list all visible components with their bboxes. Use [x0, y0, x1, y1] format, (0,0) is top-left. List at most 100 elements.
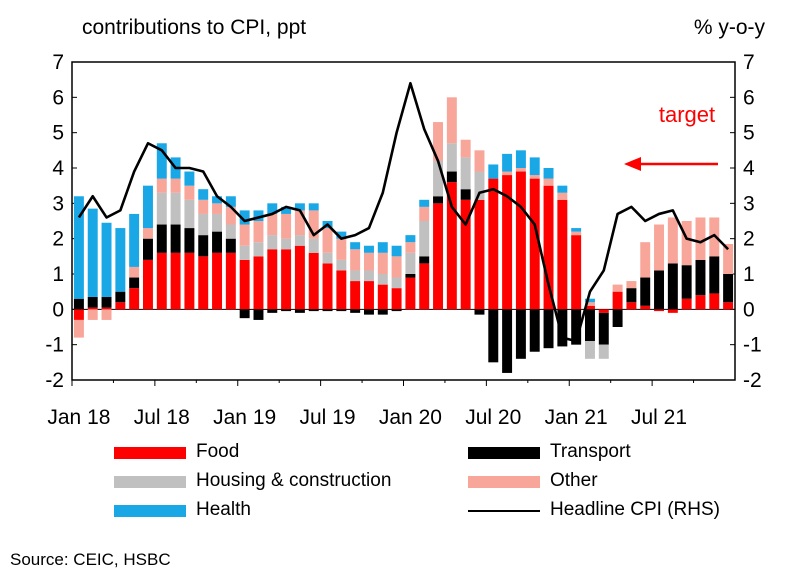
bar-food-2021-09 [681, 298, 692, 310]
bar-other-2019-09 [350, 249, 361, 271]
bar-food-2018-08 [170, 252, 181, 310]
bar-transport-2019-09 [350, 309, 361, 313]
right-y-tick-label: 2 [743, 228, 755, 251]
bar-food-2019-10 [364, 281, 374, 310]
bar-health-2020-08 [502, 153, 513, 172]
bar-health-2020-10 [529, 157, 540, 176]
legend-swatch-headline-cpi [468, 510, 540, 512]
bar-housing-construction-2019-01 [239, 245, 250, 260]
x-tick-label: Jul 18 [134, 406, 190, 429]
bar-other-2021-04 [612, 284, 623, 292]
bar-other-2019-11 [377, 252, 388, 274]
bar-health-2019-04 [281, 206, 292, 214]
bar-housing-construction-2020-01 [405, 252, 416, 274]
legend-swatch-housing [114, 476, 186, 488]
bar-other-2018-12 [225, 206, 236, 225]
bar-food-2019-05 [294, 245, 305, 310]
bar-transport-2021-03 [598, 312, 609, 345]
bar-transport-2020-05 [460, 189, 471, 200]
bar-other-2018-06 [143, 228, 153, 239]
bar-other-2019-06 [308, 210, 319, 239]
bar-other-2021-08 [667, 217, 678, 264]
bar-food-2021-11 [709, 293, 720, 310]
bar-housing-construction-2019-09 [350, 270, 361, 282]
bar-transport-2019-07 [322, 309, 333, 312]
bar-housing-construction-2018-08 [170, 192, 181, 225]
bar-transport-2020-06 [474, 309, 485, 315]
bar-food-2020-08 [502, 175, 513, 310]
bar-other-2018-01 [73, 319, 84, 338]
bar-health-2018-03 [101, 222, 112, 297]
bar-food-2020-07 [488, 178, 499, 310]
bar-other-2019-04 [281, 213, 292, 239]
bar-transport-2018-11 [212, 231, 223, 253]
bar-health-2018-11 [212, 196, 223, 204]
bar-other-2019-12 [391, 256, 402, 278]
bar-housing-construction-2019-04 [281, 238, 292, 250]
bar-health-2019-09 [350, 242, 361, 250]
right-y-tick-label: 7 [743, 51, 755, 74]
bar-other-2021-05 [626, 281, 637, 289]
bar-food-2018-03 [101, 307, 112, 310]
left-y-tick-label: 5 [52, 122, 64, 145]
bar-transport-2021-04 [612, 309, 623, 327]
legend-label-health: Health [196, 499, 251, 520]
x-tick-label: Jan 18 [47, 406, 110, 429]
bar-transport-2018-05 [129, 277, 140, 289]
bar-transport-2020-08 [502, 309, 513, 373]
bar-transport-2018-06 [143, 238, 153, 260]
bar-transport-2021-07 [654, 270, 665, 310]
x-tick-label: Jan 19 [213, 406, 276, 429]
bar-food-2020-10 [529, 178, 540, 310]
left-axis-title: contributions to CPI, ppt [82, 16, 306, 39]
bar-health-2020-02 [419, 199, 430, 207]
left-y-tick-label: 1 [52, 263, 64, 286]
left-y-tick-label: -1 [45, 334, 64, 357]
bar-food-2019-08 [336, 270, 347, 310]
bar-other-2020-02 [419, 206, 430, 221]
bar-health-2018-12 [225, 196, 236, 207]
bar-other-2021-06 [640, 242, 651, 278]
bar-health-2020-12 [557, 185, 568, 193]
x-tick-label: Jul 19 [300, 406, 356, 429]
legend-label-housing: Housing & construction [196, 470, 392, 491]
bar-food-2021-01 [571, 235, 582, 310]
bar-housing-construction-2021-03 [598, 344, 609, 359]
bar-health-2018-06 [143, 185, 153, 229]
bar-food-2021-03 [598, 309, 609, 313]
bar-housing-construction-2020-05 [460, 157, 471, 190]
bar-transport-2020-10 [529, 309, 540, 352]
bar-transport-2018-12 [225, 238, 236, 253]
bar-transport-2019-06 [308, 309, 319, 312]
bar-health-2019-10 [364, 245, 374, 253]
bar-housing-construction-2018-11 [212, 213, 223, 232]
bar-health-2019-06 [308, 203, 319, 211]
bar-health-2018-02 [87, 208, 98, 297]
bar-transport-2020-07 [488, 309, 499, 363]
bar-health-2018-04 [115, 228, 126, 292]
bar-transport-2018-03 [101, 296, 112, 308]
bar-food-2018-11 [212, 252, 223, 310]
bar-food-2018-02 [87, 307, 98, 310]
bar-food-2018-10 [198, 256, 209, 310]
bar-food-2019-09 [350, 281, 361, 310]
bar-other-2021-09 [681, 221, 692, 266]
bar-transport-2019-10 [364, 309, 374, 315]
bar-housing-construction-2018-09 [184, 199, 195, 229]
bar-other-2018-05 [129, 266, 140, 278]
bar-housing-construction-2020-04 [446, 143, 457, 172]
bar-housing-construction-2021-02 [585, 341, 595, 359]
bar-health-2018-01 [73, 196, 84, 299]
bar-transport-2018-01 [73, 298, 84, 310]
left-y-tick-label: -2 [45, 369, 64, 392]
left-y-tick-label: 6 [52, 86, 64, 109]
source-note: Source: CEIC, HSBC [10, 550, 171, 569]
legend-swatch-transport [468, 447, 540, 459]
left-y-tick-label: 4 [52, 157, 64, 180]
bar-housing-construction-2020-02 [419, 221, 430, 257]
x-tick-label: Jan 20 [379, 406, 442, 429]
bar-health-2019-02 [253, 210, 264, 221]
bar-food-2018-07 [156, 252, 167, 310]
right-y-tick-label: -1 [743, 334, 762, 357]
bar-health-2019-05 [294, 203, 305, 211]
